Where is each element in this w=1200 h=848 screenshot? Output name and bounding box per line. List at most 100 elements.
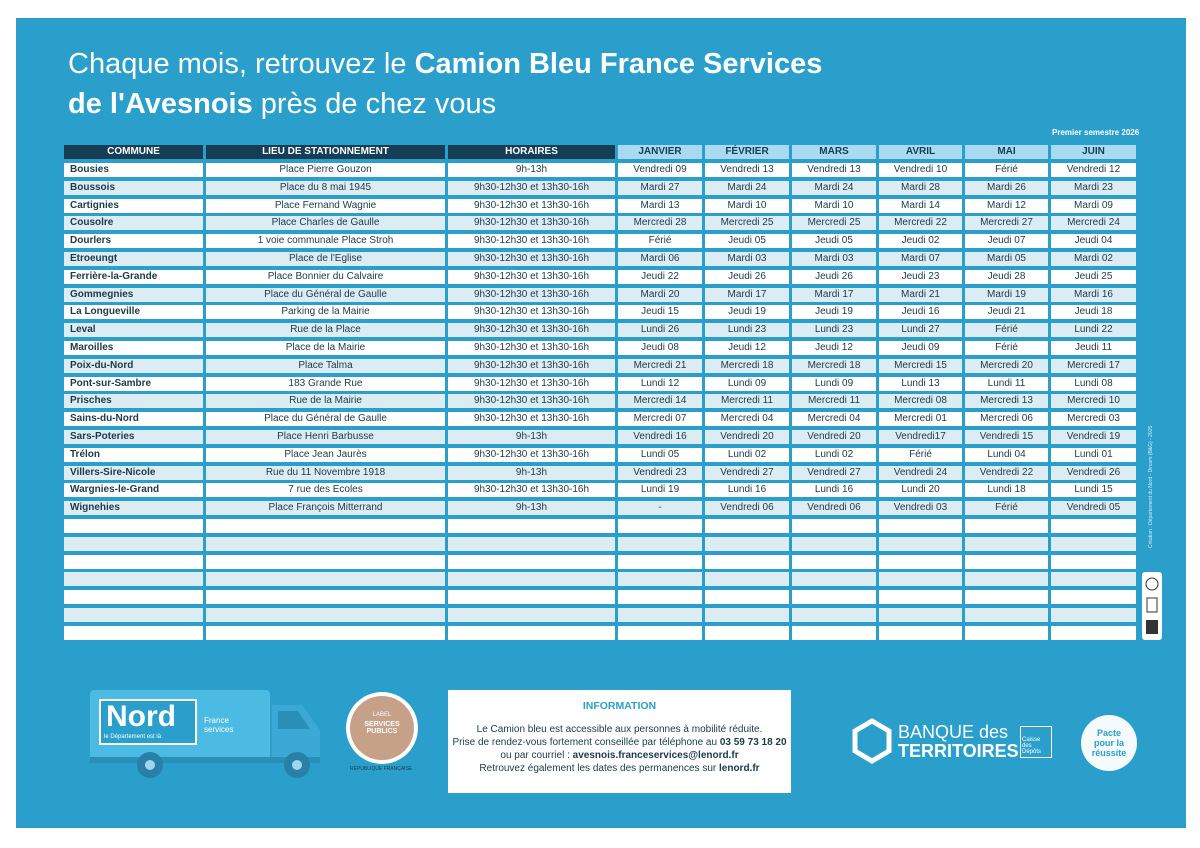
column-header: COMMUNE xyxy=(64,145,203,159)
table-cell: Jeudi 16 xyxy=(879,305,962,320)
empty-cell xyxy=(448,625,615,640)
table-cell: Mercredi 01 xyxy=(879,412,962,427)
table-cell: Mardi 24 xyxy=(705,180,789,195)
empty-cell xyxy=(206,608,445,622)
table-cell: Mardi 03 xyxy=(792,252,876,266)
empty-cell xyxy=(879,519,962,533)
empty-cell xyxy=(618,554,702,569)
empty-cell xyxy=(64,554,203,569)
email: avesnois.franceservices@lenord.fr xyxy=(572,750,739,761)
table-cell: Jeudi 28 xyxy=(965,269,1048,284)
table-cell: Cartignies xyxy=(64,198,203,213)
table-cell: Lundi 23 xyxy=(792,323,876,338)
table-cell: Mardi 20 xyxy=(618,287,702,302)
info-line: Le Camion bleu est accessible aux person… xyxy=(476,724,763,735)
table-cell: Mercredi 14 xyxy=(618,394,702,409)
column-header: HORAIRES xyxy=(448,145,615,159)
table-cell: Jeudi 22 xyxy=(618,269,702,284)
table-cell: Mercredi 22 xyxy=(879,216,962,231)
label-top: LABEL xyxy=(372,712,392,718)
table-cell: Mardi 10 xyxy=(792,198,876,213)
table-cell: Lundi 12 xyxy=(618,376,702,391)
table-cell: Lundi 15 xyxy=(1051,483,1136,498)
table-cell: Férié xyxy=(965,163,1048,177)
table-cell: Lundi 02 xyxy=(705,447,789,462)
table-cell: Mercredi 28 xyxy=(618,216,702,231)
empty-cell xyxy=(618,572,702,587)
table-cell: Vendredi 20 xyxy=(792,430,876,444)
table-cell: Jeudi 12 xyxy=(792,341,876,355)
table-cell: Place du Général de Gaulle xyxy=(206,412,445,427)
table-cell: Mercredi 27 xyxy=(965,216,1048,231)
table-cell: 9h30-12h30 et 13h30-16h xyxy=(448,376,615,391)
table-cell: Sains-du-Nord xyxy=(64,412,203,427)
table-cell: Dourlers xyxy=(64,234,203,249)
table-cell: Vendredi 13 xyxy=(792,163,876,177)
column-header: AVRIL xyxy=(879,145,962,159)
table-cell: Mardi 13 xyxy=(618,198,702,213)
truck xyxy=(90,690,320,778)
table-cell: Mardi 06 xyxy=(618,252,702,266)
table-cell: Mercredi 08 xyxy=(879,394,962,409)
table-cell: Jeudi 05 xyxy=(705,234,789,249)
table-cell: Lundi 08 xyxy=(1051,376,1136,391)
empty-cell xyxy=(879,590,962,605)
table-cell: Jeudi 23 xyxy=(879,269,962,284)
empty-cell xyxy=(792,554,876,569)
empty-cell xyxy=(64,608,203,622)
title-regular: Chaque mois, retrouvez le xyxy=(68,48,415,80)
table-cell: Mercredi 18 xyxy=(792,358,876,373)
table-cell: Mercredi 25 xyxy=(705,216,789,231)
empty-cell xyxy=(618,608,702,622)
banque-icon xyxy=(852,718,892,764)
table-cell: Mercredi 03 xyxy=(1051,412,1136,427)
empty-cell xyxy=(879,608,962,622)
column-header: MARS xyxy=(792,145,876,159)
title-line-2: de l'Avesnois près de chez vous xyxy=(68,88,496,121)
title-line-1: Chaque mois, retrouvez le Camion Bleu Fr… xyxy=(68,48,822,81)
table-cell: Jeudi 07 xyxy=(965,234,1048,249)
table-cell: Vendredi17 xyxy=(879,430,962,444)
info-line: Prise de rendez-vous fortement conseillé… xyxy=(448,736,791,749)
table-cell: Parking de la Mairie xyxy=(206,305,445,320)
table-cell: 9h30-12h30 et 13h30-16h xyxy=(448,269,615,284)
empty-cell xyxy=(965,536,1048,551)
table-cell: Villers-Sire-Nicole xyxy=(64,465,203,480)
empty-cell xyxy=(1051,554,1136,569)
table-cell: Prisches xyxy=(64,394,203,409)
table-cell: Jeudi 02 xyxy=(879,234,962,249)
table-cell: 9h30-12h30 et 13h30-16h xyxy=(448,287,615,302)
empty-cell xyxy=(618,590,702,605)
table-cell: Place Fernand Wagnie xyxy=(206,198,445,213)
table-cell: 9h30-12h30 et 13h30-16h xyxy=(448,483,615,498)
empty-cell xyxy=(206,536,445,551)
empty-cell xyxy=(879,536,962,551)
table-cell: Vendredi 13 xyxy=(705,163,789,177)
table-cell: Férié xyxy=(965,341,1048,355)
text: Prise de rendez-vous fortement conseillé… xyxy=(452,737,720,748)
table-cell: Trélon xyxy=(64,447,203,462)
table-cell: 9h30-12h30 et 13h30-16h xyxy=(448,198,615,213)
table-cell: Wignehies xyxy=(64,501,203,516)
table-cell: Mercredi 13 xyxy=(965,394,1048,409)
info-title: INFORMATION xyxy=(582,700,657,712)
table-cell: Mercredi 20 xyxy=(965,358,1048,373)
table-cell: Mercredi 11 xyxy=(792,394,876,409)
table-cell: Place François Mitterrand xyxy=(206,501,445,516)
table-cell: Vendredi 24 xyxy=(879,465,962,480)
empty-cell xyxy=(448,554,615,569)
table-cell: Place du Général de Gaulle xyxy=(206,287,445,302)
banque-line-1: BANQUE des xyxy=(898,722,1009,742)
title-regular: près de chez vous xyxy=(252,88,497,120)
table-cell: Mercredi 11 xyxy=(705,394,789,409)
table-cell: Mardi 23 xyxy=(1051,180,1136,195)
table-cell: 9h-13h xyxy=(448,465,615,480)
empty-cell xyxy=(965,590,1048,605)
table-cell: Place Pierre Gouzon xyxy=(206,163,445,177)
empty-cell xyxy=(965,608,1048,622)
table-cell: Jeudi 19 xyxy=(705,305,789,320)
table-cell: Jeudi 19 xyxy=(792,305,876,320)
text: Retrouvez également les dates des perman… xyxy=(479,763,719,774)
table-cell: Vendredi 05 xyxy=(1051,501,1136,516)
